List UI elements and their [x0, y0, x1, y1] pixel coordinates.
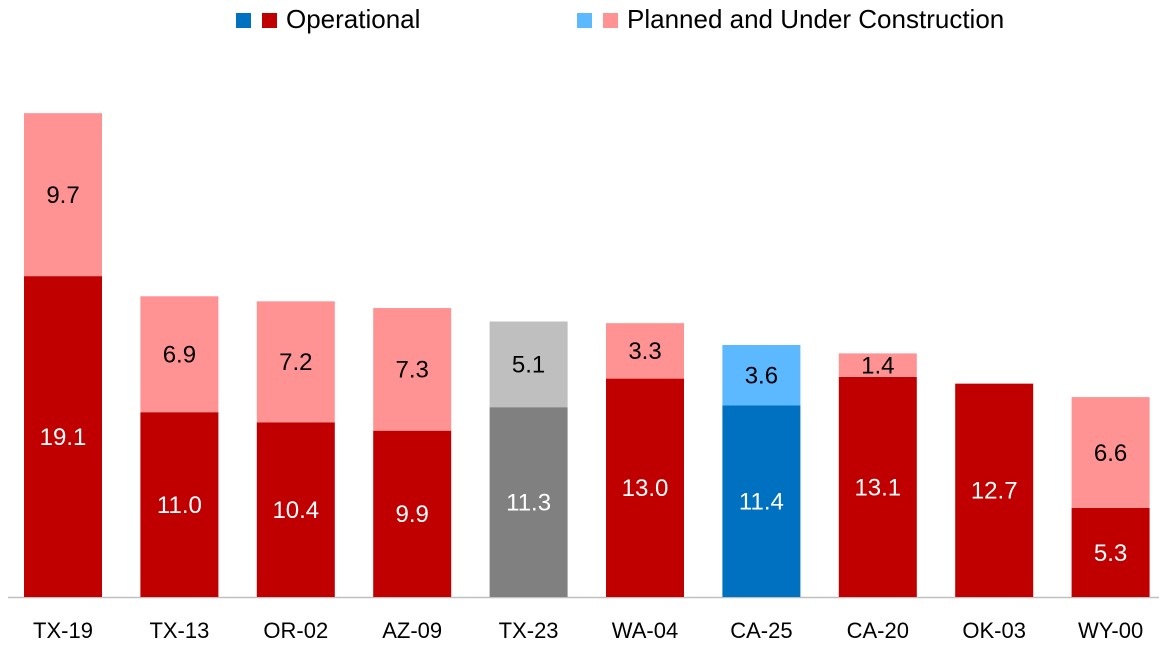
legend-label: Operational — [286, 4, 420, 34]
bar-segment — [489, 321, 568, 408]
bar-segment — [489, 407, 568, 597]
x-tick-label: CA-25 — [730, 618, 792, 643]
bar-segment — [256, 422, 335, 597]
bar-segment — [606, 323, 684, 379]
bar-segment — [955, 383, 1034, 597]
bar-segment — [606, 378, 684, 597]
legend-swatch — [603, 13, 618, 28]
data-label: 11.4 — [739, 489, 784, 516]
data-label: 3.6 — [745, 363, 778, 390]
data-label: 6.9 — [163, 342, 196, 369]
bar-segment — [1071, 397, 1150, 508]
legend-label: Planned and Under Construction — [627, 4, 1004, 34]
bar-segment — [256, 301, 335, 423]
x-tick-label: TX-13 — [149, 618, 209, 643]
x-tick-label: OR-02 — [263, 618, 328, 643]
data-label: 9.7 — [46, 182, 79, 209]
legend-swatch — [236, 13, 251, 28]
data-label: 19.1 — [40, 424, 87, 451]
data-label: 5.3 — [1094, 540, 1127, 567]
bar-segment — [722, 405, 801, 597]
x-tick-label: TX-23 — [499, 618, 559, 643]
data-label: 5.1 — [512, 352, 545, 379]
data-label: 7.2 — [279, 349, 312, 376]
bar-segment — [140, 412, 219, 597]
x-tick-label: CA-20 — [847, 618, 909, 643]
bar-segment — [24, 276, 102, 597]
data-label: 13.1 — [854, 474, 901, 501]
bar-segment — [373, 308, 452, 431]
data-label: 7.3 — [396, 357, 429, 384]
data-label: 3.3 — [628, 338, 661, 365]
x-tick-label: WY-00 — [1078, 618, 1143, 643]
bar-segment — [838, 376, 917, 597]
x-tick-label: OK-03 — [962, 618, 1026, 643]
data-label: 1.4 — [861, 353, 894, 380]
data-label: 6.6 — [1094, 440, 1127, 467]
bar-segment — [722, 345, 801, 406]
x-tick-label: AZ-09 — [382, 618, 442, 643]
bar-segment — [140, 296, 219, 413]
bar-segment — [1071, 507, 1150, 597]
data-label: 13.0 — [622, 475, 669, 502]
legend-swatch — [262, 13, 277, 28]
data-label: 11.0 — [157, 492, 202, 519]
data-label: 11.3 — [506, 489, 551, 516]
legend-swatch — [577, 13, 592, 28]
data-label: 12.7 — [971, 478, 1018, 505]
data-label: 10.4 — [272, 497, 319, 524]
bar-segment — [838, 353, 917, 377]
x-tick-label: TX-19 — [33, 618, 93, 643]
data-label: 9.9 — [396, 501, 429, 528]
bar-segment — [24, 113, 102, 277]
bar-segment — [373, 430, 452, 597]
x-tick-label: WA-04 — [612, 618, 678, 643]
